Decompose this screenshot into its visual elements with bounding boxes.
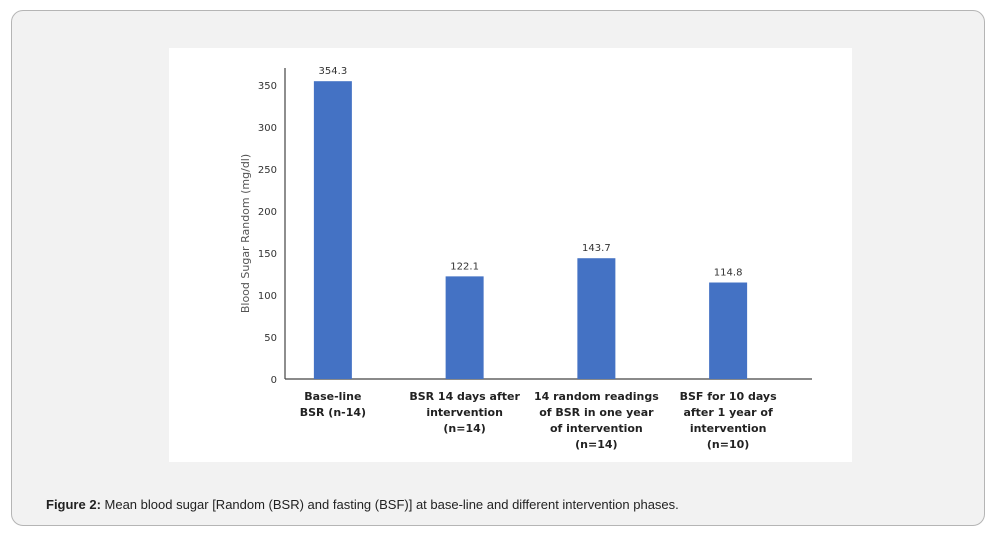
x-tick-label-1: BSR (n-14) — [300, 406, 366, 419]
x-tick-label-1: Base-line — [304, 390, 361, 403]
x-tick-label-2: BSR 14 days after — [409, 390, 520, 403]
data-label-4: 114.8 — [714, 268, 743, 279]
bar-chart: Blood Sugar Random (mg/dl) 0 50 100 150 200 25… — [239, 66, 812, 451]
x-tick-label-3: 14 random readings — [534, 390, 659, 403]
y-tick-label: 150 — [258, 249, 277, 260]
x-tick-label-4: intervention — [690, 422, 767, 435]
figure-container: Blood Sugar Random (mg/dl) 0 50 100 150 200 25… — [11, 10, 985, 526]
data-label-3: 143.7 — [582, 243, 611, 254]
bar-3 — [577, 258, 616, 379]
y-tick-label: 100 — [258, 291, 277, 302]
caption-label: Figure 2: — [46, 497, 101, 512]
figure-caption: Figure 2: Mean blood sugar [Random (BSR)… — [46, 497, 679, 512]
caption-text: Mean blood sugar [Random (BSR) and fasti… — [100, 497, 679, 512]
x-tick-label-3: (n=14) — [575, 438, 617, 451]
x-tick-label-2: (n=14) — [443, 422, 485, 435]
x-tick-label-4: BSF for 10 days — [680, 390, 778, 403]
x-tick-label-3: of intervention — [550, 422, 643, 435]
bar-1 — [313, 81, 352, 380]
y-tick-label: 350 — [258, 81, 277, 92]
y-tick-label: 300 — [258, 123, 277, 134]
x-tick-label-4: after 1 year of — [683, 406, 773, 419]
chart-panel: Blood Sugar Random (mg/dl) 0 50 100 150 200 25… — [169, 48, 852, 462]
bar-2 — [445, 276, 484, 379]
y-tick-label: 0 — [271, 375, 277, 386]
bar-4 — [709, 282, 748, 379]
data-label-1: 354.3 — [319, 66, 348, 77]
y-tick-label: 250 — [258, 165, 277, 176]
x-tick-label-2: intervention — [426, 406, 503, 419]
x-tick-label-3: of BSR in one year — [539, 406, 654, 419]
y-axis-label: Blood Sugar Random (mg/dl) — [239, 154, 252, 313]
y-tick-label: 200 — [258, 207, 277, 218]
x-tick-label-4: (n=10) — [707, 438, 749, 451]
y-tick-label: 50 — [264, 333, 277, 344]
data-label-2: 122.1 — [450, 261, 479, 272]
